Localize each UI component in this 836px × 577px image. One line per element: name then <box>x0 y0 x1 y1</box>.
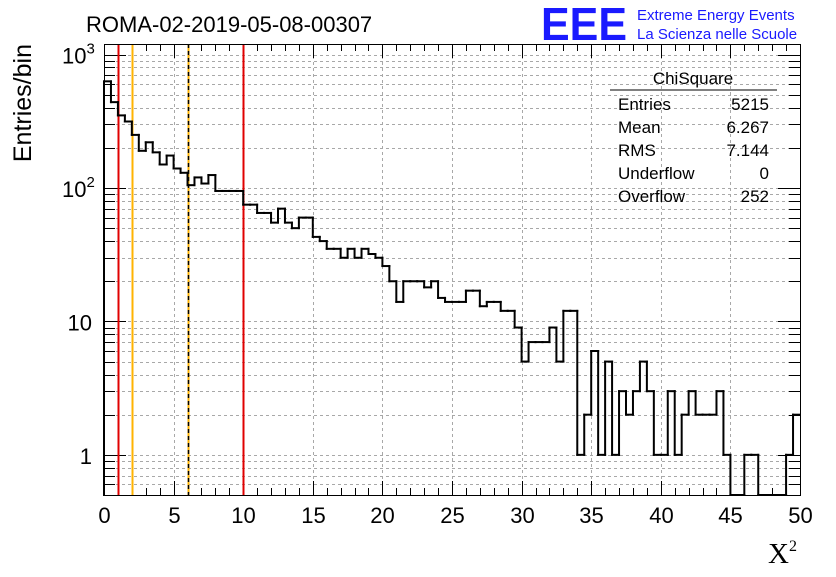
x-tick-label: 0 <box>98 503 110 528</box>
x-tick-label: 10 <box>231 503 255 528</box>
stats-label: Underflow <box>618 164 695 183</box>
stats-box: ChiSquare Entries 5215 Mean 6.267 RMS 7.144 Un… <box>610 69 777 206</box>
stats-label: Mean <box>618 118 661 137</box>
stats-value: 5215 <box>731 95 769 114</box>
stats-label: RMS <box>618 141 656 160</box>
y-tick-label: 103 <box>62 41 95 69</box>
x-tick-label: 45 <box>718 503 742 528</box>
stats-value: 6.267 <box>726 118 769 137</box>
chart-title: ROMA-02-2019-05-08-00307 <box>86 12 372 37</box>
x-tick-label: 50 <box>788 503 812 528</box>
logo-line-1: Extreme Energy Events <box>637 7 795 24</box>
logo-letters: EEE <box>541 0 627 50</box>
x-tick-label: 35 <box>579 503 603 528</box>
tick-labels: 0 5 10 15 20 25 30 35 40 45 50 1 10 102 103 <box>62 41 813 528</box>
stats-value: 0 <box>760 164 769 183</box>
threshold-lines <box>117 44 245 495</box>
stats-label: Entries <box>618 95 671 114</box>
stats-value: 7.144 <box>726 141 769 160</box>
stats-value: 252 <box>741 187 769 206</box>
y-tick-label: 1 <box>80 444 92 469</box>
x-tick-label: 20 <box>370 503 394 528</box>
y-tick-label: 102 <box>62 174 95 202</box>
eee-logo: EEE Extreme Energy Events La Scienza nel… <box>541 0 797 50</box>
y-axis-label: Entries/bin <box>9 44 37 162</box>
plot-frame <box>104 44 801 496</box>
x-tick-label: 5 <box>168 503 180 528</box>
x-tick-label: 15 <box>301 503 325 528</box>
grid <box>104 44 800 496</box>
x-axis-label: X2 <box>768 538 797 570</box>
x-tick-label: 40 <box>649 503 673 528</box>
stats-label: Overflow <box>618 187 686 206</box>
y-tick-label: 10 <box>68 310 92 335</box>
x-tick-label: 25 <box>440 503 464 528</box>
histogram <box>103 80 801 496</box>
stats-title: ChiSquare <box>653 69 733 88</box>
logo-line-2: La Scienza nelle Scuole <box>637 26 797 43</box>
x-tick-label: 30 <box>510 503 534 528</box>
